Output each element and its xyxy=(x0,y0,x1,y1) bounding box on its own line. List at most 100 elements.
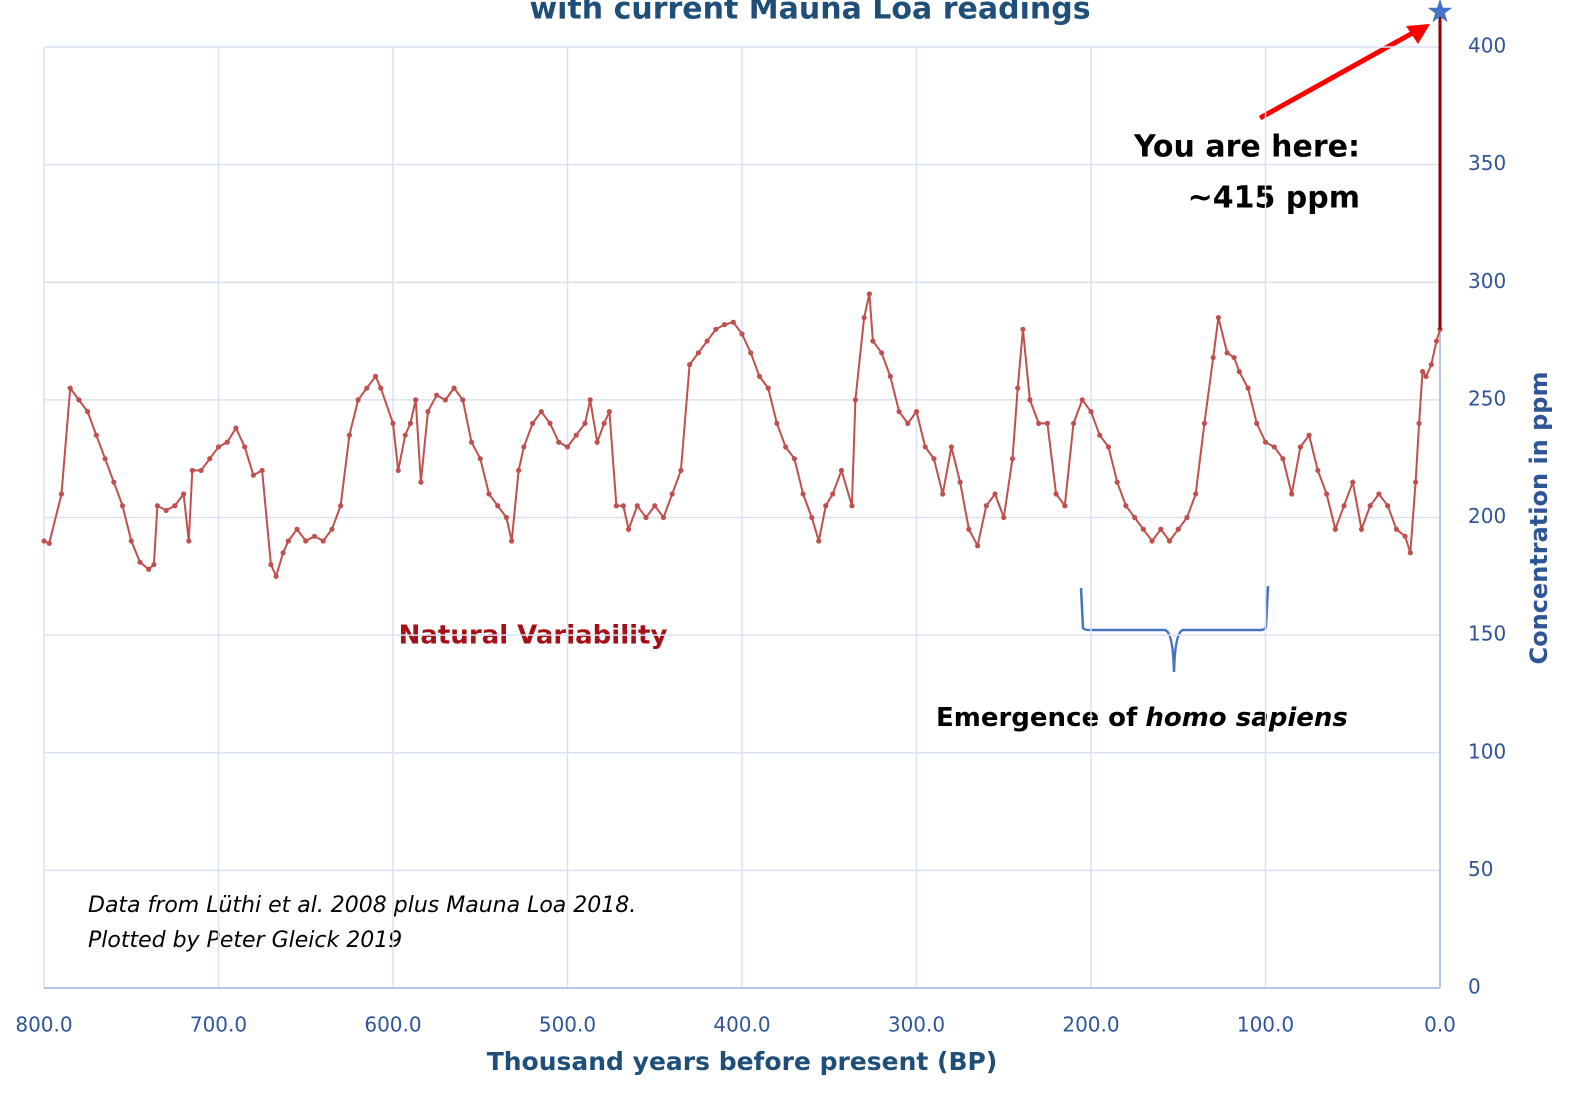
data-point xyxy=(172,503,178,509)
data-point xyxy=(102,456,108,462)
data-point xyxy=(582,420,588,426)
data-point xyxy=(957,479,963,485)
data-point xyxy=(58,491,65,497)
data-point xyxy=(355,397,361,403)
data-point xyxy=(606,409,612,415)
data-point xyxy=(948,444,955,450)
data-point xyxy=(378,385,384,391)
data-point xyxy=(451,385,457,391)
data-point xyxy=(887,373,893,379)
data-point xyxy=(587,397,593,403)
data-point xyxy=(713,326,719,332)
data-point xyxy=(538,409,544,415)
data-point xyxy=(530,420,536,426)
data-point xyxy=(119,503,126,509)
arrow-head xyxy=(1406,24,1430,44)
data-point xyxy=(224,439,230,445)
data-point xyxy=(186,538,192,544)
data-point xyxy=(1262,439,1269,445)
brace xyxy=(1079,585,1270,673)
data-point xyxy=(1419,369,1426,375)
data-point xyxy=(1105,444,1112,450)
data-point xyxy=(652,503,658,509)
source-note: Data from Lüthi et al. 2008 plus Mauna L… xyxy=(88,893,636,918)
emergence-label: Emergence of homo sapiens xyxy=(936,703,1348,733)
data-point xyxy=(93,432,99,438)
data-point xyxy=(1132,514,1138,521)
data-point xyxy=(601,420,607,426)
x-tick-label: 300.0 xyxy=(888,1013,945,1037)
data-point xyxy=(151,561,157,568)
data-point xyxy=(1184,514,1190,521)
source-note: Plotted by Peter Gleick 2019 xyxy=(88,928,402,953)
data-point xyxy=(1350,479,1356,485)
x-axis-title: Thousand years before present (BP) xyxy=(487,1047,998,1076)
data-point xyxy=(1376,491,1382,497)
data-point xyxy=(739,331,745,337)
data-point xyxy=(521,444,527,450)
y-tick-label: 250 xyxy=(1468,386,1506,410)
data-point xyxy=(395,467,401,474)
data-point xyxy=(809,514,815,521)
y-tick-label: 50 xyxy=(1468,857,1493,881)
data-point xyxy=(303,538,309,544)
y-tick-label: 400 xyxy=(1468,34,1506,58)
data-point xyxy=(285,538,291,544)
data-point xyxy=(1423,373,1429,379)
data-point xyxy=(233,425,239,431)
data-point xyxy=(573,432,579,438)
data-point xyxy=(41,538,47,544)
x-tick-label: 400.0 xyxy=(713,1013,770,1037)
here-label: You are here: xyxy=(1133,130,1360,165)
y-tick-label: 350 xyxy=(1468,151,1506,175)
data-point xyxy=(704,338,710,344)
y-tick-label: 0 xyxy=(1468,975,1481,999)
data-point xyxy=(215,444,222,450)
y-tick-label: 150 xyxy=(1468,622,1506,646)
x-tick-label: 700.0 xyxy=(190,1013,247,1037)
x-tick-label: 100.0 xyxy=(1237,1013,1294,1037)
x-tick-label: 600.0 xyxy=(364,1013,421,1037)
data-point xyxy=(687,361,693,368)
data-point xyxy=(992,491,998,497)
data-point xyxy=(181,491,187,497)
data-point xyxy=(509,538,515,544)
data-point xyxy=(1428,361,1434,368)
data-point xyxy=(273,573,279,579)
data-point xyxy=(830,491,836,497)
data-point xyxy=(1323,491,1330,497)
data-point xyxy=(1062,503,1068,509)
data-point xyxy=(259,467,265,474)
data-point xyxy=(1271,444,1277,450)
chart-title: with current Mauna Loa readings xyxy=(529,0,1090,27)
data-point xyxy=(931,456,937,462)
data-point xyxy=(556,439,562,445)
x-tick-label: 0.0 xyxy=(1424,1013,1456,1037)
data-point xyxy=(402,432,408,438)
data-point xyxy=(634,503,640,509)
data-point xyxy=(905,420,911,426)
data-point xyxy=(154,503,161,509)
data-point xyxy=(660,514,667,521)
data-point xyxy=(594,439,600,445)
data-point xyxy=(1114,479,1120,485)
data-point xyxy=(242,444,248,450)
data-point xyxy=(756,373,763,379)
data-point xyxy=(346,432,352,438)
data-point xyxy=(390,420,396,426)
data-point xyxy=(1009,456,1016,462)
data-point xyxy=(613,503,619,509)
data-point xyxy=(280,550,286,556)
x-tick-label: 200.0 xyxy=(1062,1013,1119,1037)
data-point xyxy=(407,420,414,426)
data-point xyxy=(1036,420,1042,426)
data-point xyxy=(791,456,797,462)
data-point xyxy=(1140,526,1146,532)
here-value-label: ~415 ppm xyxy=(1188,181,1360,216)
data-point xyxy=(516,467,522,474)
data-point xyxy=(922,444,928,450)
x-tick-label: 800.0 xyxy=(15,1013,72,1037)
data-point xyxy=(1149,538,1155,544)
data-point xyxy=(250,472,256,478)
data-point xyxy=(1193,491,1199,497)
